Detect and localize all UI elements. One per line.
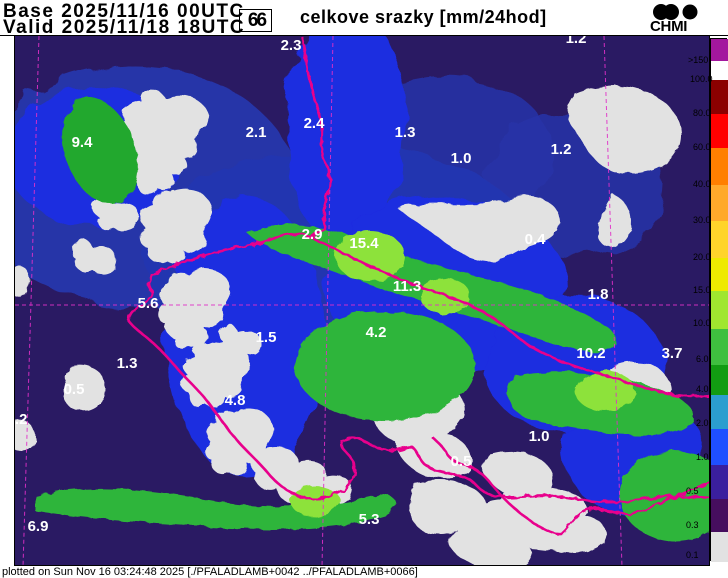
svg-text:3.7: 3.7 [662,345,683,362]
svg-text:2.3: 2.3 [281,37,302,54]
svg-text:1.8: 1.8 [588,286,609,303]
svg-text:1.2: 1.2 [551,141,572,158]
svg-text:9.4: 9.4 [72,134,94,151]
svg-text:11.3: 11.3 [393,278,421,295]
svg-text:0.4: 0.4 [525,231,547,248]
svg-text:4.2: 4.2 [366,324,387,341]
svg-text:1.5: 1.5 [256,329,277,346]
svg-text:4.8: 4.8 [225,392,246,409]
svg-text:1.3: 1.3 [117,355,138,372]
svg-text:1.2: 1.2 [566,36,587,47]
svg-text:1.3: 1.3 [395,124,416,141]
svg-text:6.9: 6.9 [28,518,49,535]
svg-text:2.9: 2.9 [302,226,323,243]
svg-text:0.5: 0.5 [451,453,472,470]
svg-text:0.2: 0.2 [15,411,27,428]
svg-text:0.5: 0.5 [64,381,85,398]
svg-text:10.2: 10.2 [576,345,605,362]
svg-text:2.4: 2.4 [304,115,326,132]
svg-text:1.0: 1.0 [451,150,472,167]
svg-text:5.3: 5.3 [359,511,380,528]
svg-text:5.6: 5.6 [138,295,159,312]
svg-text:2.1: 2.1 [246,124,267,141]
svg-text:15.4: 15.4 [349,235,379,252]
svg-text:1.0: 1.0 [529,428,550,445]
